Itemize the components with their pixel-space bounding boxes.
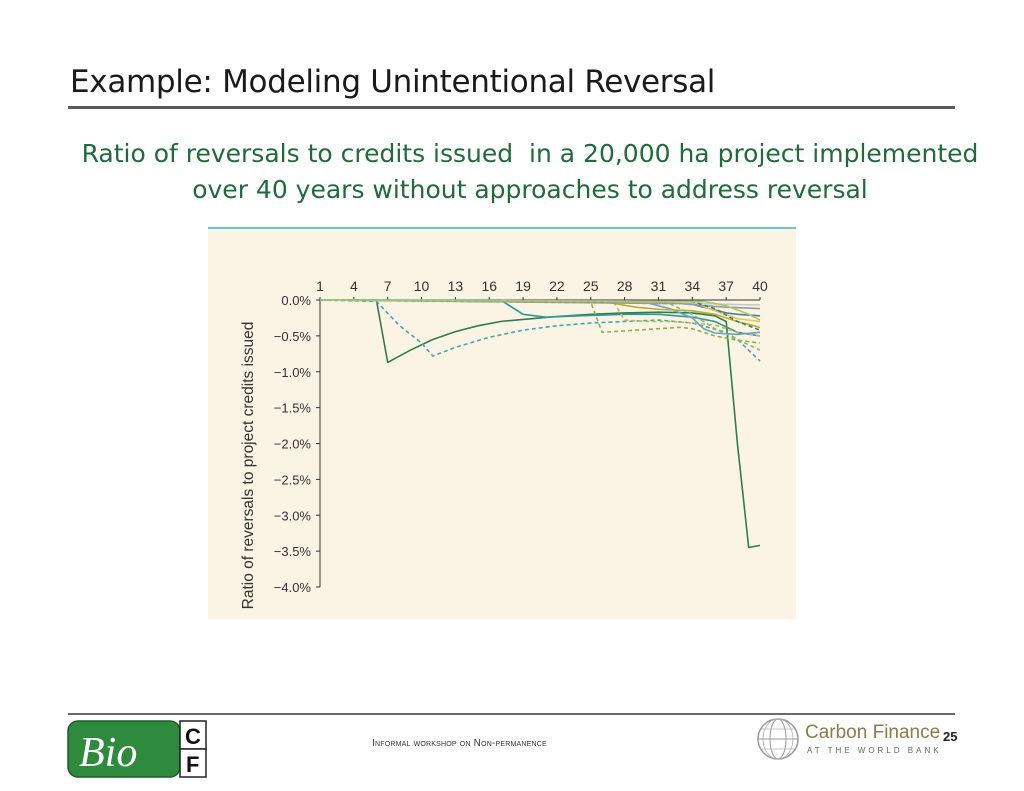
series-line-5 [319,299,761,337]
y-tick-label: −2.0% [274,437,312,452]
chart-background [208,227,796,619]
carbon-finance-name: Carbon Finance [805,722,941,743]
slide-title: Example: Modeling Unintentional Reversal [70,64,716,100]
y-axis-label: Ratio of reversals to project credits is… [240,322,257,610]
y-tick-label: −1.0% [274,365,312,380]
x-tick-label: 13 [448,278,464,294]
x-tick-label: 31 [651,278,667,294]
carbon-finance-subtitle: AT THE WORLD BANK [807,746,942,755]
y-tick-label: −2.5% [274,472,312,487]
x-tick-label: 40 [752,278,768,294]
x-tick-label: 37 [718,278,734,294]
biocf-logo: Bio C F [67,720,207,778]
footer-workshop-text: Informal workshop on Non-permanence [372,738,547,749]
footer-rule [68,713,955,715]
x-tick-label: 22 [549,278,565,294]
x-tick-label: 1 [316,278,324,294]
subtitle-line-2: over 40 years without approaches to addr… [192,175,868,204]
subtitle-line-1: Ratio of reversals to credits issued in … [81,139,979,168]
x-tick-label: 28 [617,278,633,294]
x-tick-label: 34 [685,278,701,294]
bio-logo-f: F [186,752,199,777]
x-tick-label: 19 [515,278,531,294]
series-line-11 [319,299,761,310]
series-line-14 [319,299,761,321]
y-tick-label: −4.0% [274,580,312,595]
series-line-3 [320,299,761,337]
globe-icon [757,718,799,760]
title-underline [68,106,955,109]
x-tick-label: 7 [384,278,392,294]
x-tick-label: 10 [414,278,430,294]
bio-logo-c: C [185,724,201,749]
x-tick-label: 25 [583,278,599,294]
y-tick-label: 0.0% [281,293,311,308]
y-tick-label: −3.5% [274,544,312,559]
y-tick-label: −0.5% [274,329,312,344]
slide-subtitle: Ratio of reversals to credits issued in … [70,136,990,208]
carbon-finance-logo: Carbon Finance AT THE WORLD BANK [755,716,945,764]
series-line-2 [319,299,761,362]
y-tick-label: −3.0% [274,508,312,523]
x-tick-label: 4 [350,278,358,294]
bio-logo-text: Bio [79,730,137,776]
page-number: 25 [943,729,958,744]
series-line-8 [319,299,761,351]
series-line-4 [319,299,761,344]
reversal-ratio-chart: 0.0% −0.5% −1.0% −1.5% −2.0% −2.5% −3.0% −3.5% −… [208,227,796,619]
chart-panel: 0.0% −0.5% −1.0% −1.5% −2.0% −2.5% −3.0% −3.5% −… [208,227,796,619]
x-tick-label: 16 [481,278,497,294]
y-tick-label: −1.5% [274,401,312,416]
